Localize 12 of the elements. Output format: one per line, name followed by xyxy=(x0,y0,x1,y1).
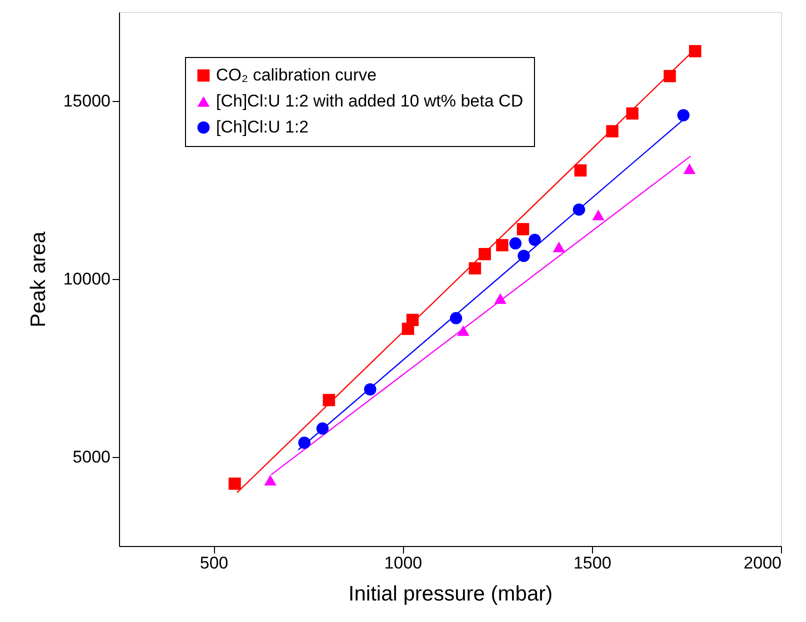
legend-label: CO₂ calibration curve xyxy=(216,66,377,84)
y-tick-label: 10000 xyxy=(63,270,110,288)
legend-label: [Ch]Cl:U 1:2 with added 10 wt% beta CD xyxy=(216,92,524,110)
legend-label: [Ch]Cl:U 1:2 xyxy=(216,118,309,136)
y-axis-title: Peak area xyxy=(27,231,50,328)
x-tick-label: 2000 xyxy=(744,554,782,572)
x-tick-label: 500 xyxy=(200,554,228,572)
x-tick-label: 1500 xyxy=(573,554,612,572)
y-tick-label: 5000 xyxy=(72,448,110,466)
x-axis-title: Initial pressure (mbar) xyxy=(348,582,553,606)
x-tick-label: 1000 xyxy=(384,554,422,572)
y-tick-label: 15000 xyxy=(63,92,110,110)
